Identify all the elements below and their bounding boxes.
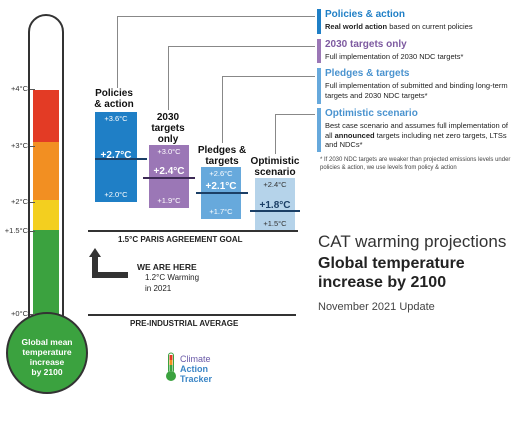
legend-bar-optimistic — [317, 108, 321, 152]
legend-title-policies: Policies & action — [325, 9, 406, 20]
scenario-optimistic-box — [255, 178, 295, 230]
connector-2030-h — [168, 46, 315, 47]
tick-mark-4 — [30, 89, 35, 90]
scenario-policies-box — [95, 112, 137, 202]
scenario-policies-high: +3.6°C — [104, 114, 128, 123]
legend-body-pledges: Full implementation of submitted and bin… — [325, 81, 508, 100]
scenario-optimistic-low: +1.5°C — [263, 219, 287, 228]
legend-title-2030: 2030 targets only — [325, 39, 407, 50]
thermometer-band-red — [33, 90, 59, 142]
scenario-2030-title: 2030 targets only — [151, 112, 185, 145]
scenario-policies-title: Policies & action — [94, 88, 134, 110]
connector-pledges-h — [222, 76, 315, 77]
logo-line1: Climate — [180, 354, 211, 364]
scenario-2030-central: +2.4°C — [153, 166, 185, 177]
tick-mark-1-5 — [30, 231, 35, 232]
scenario-2030-high: +3.0°C — [157, 147, 181, 156]
headline-date: November 2021 Update — [318, 301, 435, 313]
scenario-policies-central-line — [95, 158, 147, 160]
connector-policies-h — [117, 16, 315, 17]
scenario-pledges-central-line — [196, 192, 248, 194]
legend-title-pledges: Pledges & targets — [325, 68, 410, 79]
we-are-here-arrow-stem-h — [92, 272, 128, 278]
scenario-optimistic-central-line — [250, 210, 300, 212]
logo-line2: Action — [180, 364, 208, 374]
we-are-here-arrow-head — [89, 248, 101, 257]
scenario-2030-central-line — [143, 177, 195, 179]
scenario-pledges-low: +1.7°C — [209, 207, 233, 216]
bulb-label: Global mean temperature increase by 2100 — [21, 337, 73, 377]
logo-line3: Tracker — [180, 374, 213, 384]
legend-bar-policies — [317, 9, 321, 34]
scenario-optimistic-title: Optimistic scenario — [250, 156, 300, 178]
scenario-optimistic-high: +2.4°C — [263, 180, 287, 189]
scenario-pledges-central: +2.1°C — [205, 181, 237, 192]
connector-policies-v — [117, 16, 118, 88]
headline-line1: CAT warming projections — [318, 232, 507, 251]
legend-bar-pledges — [317, 68, 321, 104]
scenario-policies-central: +2.7°C — [100, 150, 132, 161]
scenario-pledges-title: Pledges & targets — [197, 145, 247, 167]
logo-thermometer-icon — [166, 352, 176, 381]
connector-2030-v — [168, 46, 169, 110]
scenario-optimistic-central: +1.8°C — [259, 200, 291, 211]
legend-title-optimistic: Optimistic scenario — [325, 108, 418, 119]
thermometer-bulb — [6, 312, 88, 394]
paris-goal-line — [88, 230, 298, 232]
thermometer-band-yellow — [33, 200, 59, 230]
scenario-pledges-high: +2.6°C — [209, 169, 233, 178]
tick-mark-2 — [30, 202, 35, 203]
tick-mark-0 — [30, 314, 35, 315]
scenario-2030-low: +1.9°C — [157, 196, 181, 205]
scenario-policies-low: +2.0°C — [104, 190, 128, 199]
connector-optimistic-v — [275, 114, 276, 154]
preindustrial-line — [88, 314, 296, 316]
tick-label-0: +0°C — [11, 309, 28, 318]
tick-label-2: +2°C — [11, 197, 28, 206]
connector-optimistic-h — [275, 114, 315, 115]
thermometer-band-orange — [33, 142, 59, 200]
headline-line3: increase by 2100 — [318, 274, 447, 291]
tick-label-3: +3°C — [11, 141, 28, 150]
preindustrial-label: PRE-INDUSTRIAL AVERAGE — [130, 319, 239, 328]
we-are-here-arrow-stem — [92, 256, 98, 278]
legend-body-optimistic: Best case scenario and assumes full impl… — [325, 121, 509, 149]
connector-pledges-v — [222, 76, 223, 143]
we-are-here-line1: 1.2°C Warming — [145, 273, 200, 282]
tick-label-4: +4°C — [11, 84, 28, 93]
we-are-here-line2: in 2021 — [145, 284, 172, 293]
legend-body-policies: Real world action based on current polic… — [325, 22, 473, 31]
scenario-2030-box — [149, 145, 189, 208]
we-are-here-title: WE ARE HERE — [137, 262, 197, 272]
tick-label-1-5: +1.5°C — [4, 226, 28, 235]
footnote: * If 2030 NDC targets are weaker than pr… — [320, 157, 511, 171]
legend-body-2030: Full implementation of 2030 NDC targets* — [325, 52, 464, 61]
paris-goal-label: 1.5°C PARIS AGREEMENT GOAL — [118, 235, 243, 244]
legend-bar-2030 — [317, 39, 321, 63]
tick-mark-3 — [30, 146, 35, 147]
headline-line2: Global temperature — [318, 255, 465, 272]
